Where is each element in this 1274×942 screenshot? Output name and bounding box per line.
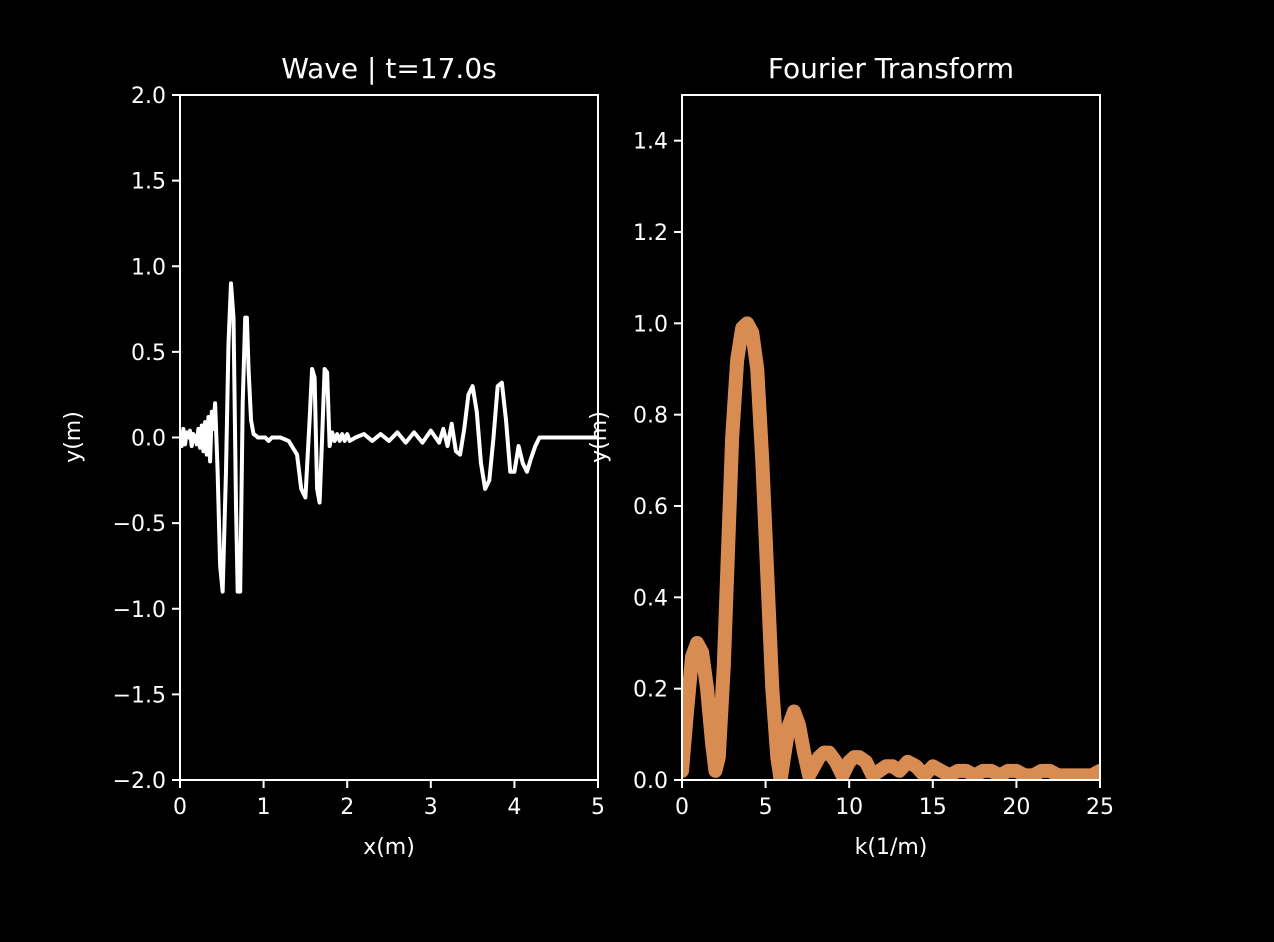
wave-xtick-label: 2 [340,795,354,820]
wave-ytick-label: 0.5 [131,341,166,366]
fourier-xtick-label: 25 [1086,795,1114,820]
wave-xtick-label: 5 [591,795,605,820]
wave-series-line [180,281,598,594]
fourier-xlabel: k(1/m) [855,835,928,860]
fourier-xtick-label: 15 [919,795,947,820]
fourier-xtick-label: 10 [835,795,863,820]
fourier-title: Fourier Transform [768,52,1014,85]
fourier-xtick-label: 20 [1002,795,1030,820]
wave-xlabel: x(m) [363,835,415,860]
wave-ytick-label: −1.0 [113,598,166,623]
fourier-series-line [682,316,1100,780]
wave-panel: Wave | t=17.0s x(m) y(m) 0 1 2 3 4 5 −2.0 −1.5 −… [61,52,605,860]
fourier-ytick-label: 0.8 [633,404,668,429]
fourier-axes-frame [681,94,1101,781]
fourier-ytick-label: 1.4 [633,130,668,155]
wave-title: Wave | t=17.0s [281,52,496,85]
fourier-ytick-label: 0.0 [633,769,668,794]
fourier-ytick-label: 0.2 [633,678,668,703]
wave-xtick-label: 0 [173,795,187,820]
wave-plot-area: 0 1 2 3 4 5 −2.0 −1.5 −1.0 −0.5 0.0 0.5 1.0 1.5 2.0 [113,84,605,820]
wave-ytick-label: 2.0 [131,84,166,109]
wave-xtick-label: 4 [507,795,521,820]
wave-xtick-label: 1 [257,795,271,820]
wave-ytick-label: −2.0 [113,769,166,794]
fourier-ylabel: y(m) [587,411,612,463]
wave-ytick-label: 1.0 [131,255,166,280]
wave-ytick-label: −0.5 [113,512,166,537]
fourier-ytick-label: 1.2 [633,221,668,246]
fourier-ytick-label: 1.0 [633,312,668,337]
wave-ylabel: y(m) [61,411,86,463]
wave-xtick-label: 3 [424,795,438,820]
wave-ytick-label: −1.5 [113,683,166,708]
fourier-xtick-label: 0 [675,795,689,820]
wave-ytick-label: 0.0 [131,427,166,452]
fourier-ytick-label: 0.6 [633,495,668,520]
fourier-xtick-label: 5 [759,795,773,820]
wave-ytick-label: 1.5 [131,170,166,195]
fourier-ytick-label: 0.4 [633,586,668,611]
fourier-panel: Fourier Transform k(1/m) y(m) 0 5 10 15 20 25… [587,52,1114,860]
fourier-plot-area: 0 5 10 15 20 25 0.0 0.2 0.4 0.6 0.8 1.0 1.2 1.4 [633,94,1114,820]
